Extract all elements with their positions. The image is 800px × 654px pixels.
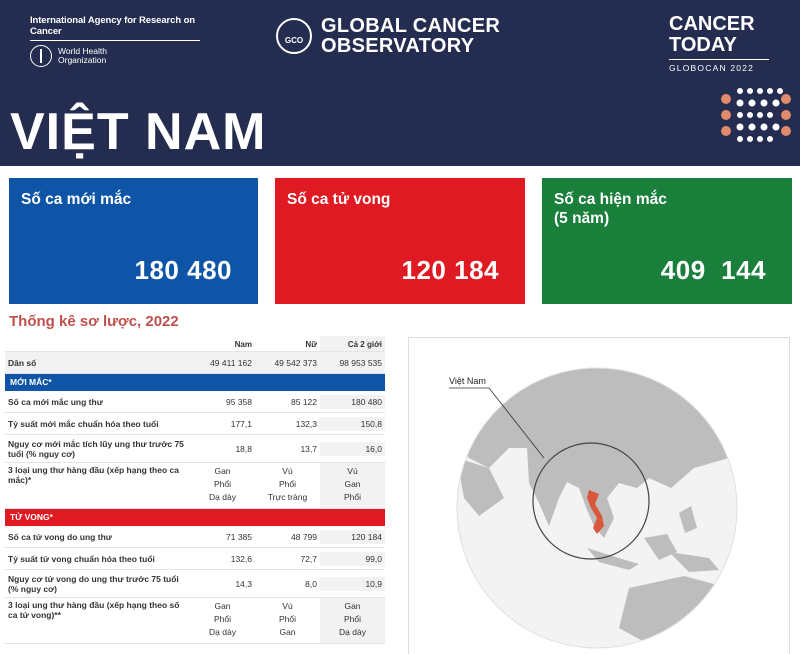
country-title: VIỆT NAM	[10, 103, 267, 161]
table-row: Dân số 49 411 162 49 542 373 98 953 535	[5, 352, 385, 374]
page-header: International Agency for Research on Can…	[0, 0, 800, 166]
new-cases-label: Số ca mới mắc	[21, 191, 132, 208]
telescope-icon: GCO	[276, 18, 312, 54]
iarc-name: International Agency for Research on Can…	[30, 15, 200, 41]
table-row: 3 loại ung thư hàng đầu (xếp hạng theo s…	[5, 598, 385, 644]
col-header-both: Cả 2 giới	[320, 336, 385, 351]
deaths-box: Số ca tử vong 120 184	[275, 178, 525, 304]
table-row: Nguy cơ mới mắc tích lũy ung thư trước 7…	[5, 435, 385, 463]
who-logo: World Health Organization	[30, 45, 200, 67]
globe-map: Việt Nam	[449, 367, 738, 649]
gco-logo[interactable]: GCO GLOBAL CANCER OBSERVATORY	[276, 16, 500, 56]
table-row: Tỷ suất mới mắc chuẩn hóa theo tuổi 177,…	[5, 413, 385, 435]
deaths-label: Số ca tử vong	[287, 191, 391, 208]
new-cases-value: 180 480	[134, 255, 232, 285]
table-row: Tỷ suất tử vong chuẩn hóa theo tuổi 132,…	[5, 548, 385, 570]
vietnam-highlight[interactable]	[587, 490, 604, 534]
iarc-logo[interactable]: International Agency for Research on Can…	[30, 15, 200, 67]
incidence-band: MỚI MẮC*	[5, 374, 385, 391]
col-header-male: Nam	[234, 340, 252, 349]
focus-circle	[532, 442, 650, 560]
table-row: Số ca mới mắc ung thư 95 358 85 122 180 …	[5, 391, 385, 413]
mortality-band: TỬ VONG*	[5, 509, 385, 526]
table-row: 3 loại ung thư hàng đầu (xếp hạng theo c…	[5, 463, 385, 509]
col-header-female: Nữ	[305, 340, 317, 349]
map-country-label: Việt Nam	[449, 376, 486, 386]
table-row: Số ca tử vong do ung thư 71 385 48 799 1…	[5, 526, 385, 548]
table-row: Nguy cơ tử vong do ung thư trước 75 tuổi…	[5, 570, 385, 598]
cancer-today-title: CANCER TODAY	[669, 13, 755, 56]
who-emblem-icon	[30, 45, 52, 67]
who-name: World Health Organization	[58, 45, 107, 65]
map-panel: Việt Nam	[408, 337, 790, 654]
prevalence-box: Số ca hiện mắc (5 năm) 409 144	[542, 178, 792, 304]
deaths-value: 120 184	[401, 255, 499, 285]
globocan-label: GLOBOCAN 2022	[669, 59, 769, 73]
cancer-today-logo[interactable]: CANCER TODAY GLOBOCAN 2022	[669, 14, 769, 73]
prevalence-label: Số ca hiện mắc (5 năm)	[554, 191, 667, 227]
table-header-row: Nam Nữ Cả 2 giới	[5, 336, 385, 352]
section-title: Thống kê sơ lược, 2022	[9, 313, 179, 330]
gco-title: GLOBAL CANCER OBSERVATORY	[321, 15, 501, 57]
new-cases-box: Số ca mới mắc 180 480	[9, 178, 258, 304]
decorative-dots-icon	[721, 88, 791, 142]
prevalence-value: 409 144	[660, 255, 766, 285]
summary-table: Nam Nữ Cả 2 giới Dân số 49 411 162 49 54…	[5, 336, 385, 644]
